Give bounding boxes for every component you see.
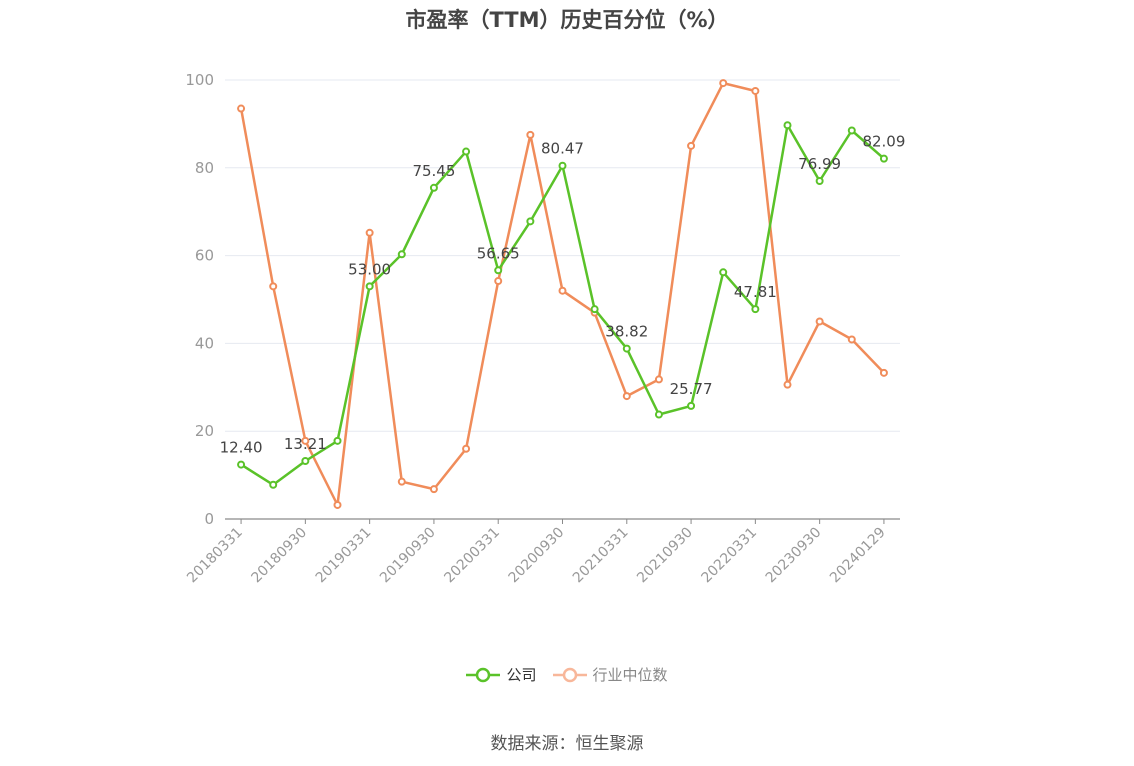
data-point-company (429, 183, 438, 192)
data-point-company (815, 177, 824, 186)
data-point-industry (365, 228, 374, 237)
data-point-company (590, 305, 599, 314)
y-tick-label: 100 (185, 71, 214, 89)
data-source: 数据来源：恒生聚源 (490, 734, 644, 754)
x-tick-label: 20190930 (377, 525, 439, 587)
data-label: 82.09 (862, 133, 905, 151)
grid-lines: 0 20 40 60 80 100 (185, 71, 900, 528)
data-point-company (237, 460, 246, 469)
y-tick-label: 60 (195, 247, 214, 265)
y-tick-label: 80 (195, 159, 214, 177)
data-point-company (783, 121, 792, 130)
chart-title: 市盈率（TTM）历史百分位（%） (405, 8, 729, 32)
data-point-company (333, 436, 342, 445)
x-tick-label: 20220331 (698, 525, 760, 587)
x-tick-label: 20230930 (763, 525, 825, 587)
data-point-company (558, 161, 567, 170)
data-point-company (494, 266, 503, 275)
data-label: 47.81 (734, 283, 777, 301)
data-point-industry (654, 375, 663, 384)
legend-label-company: 公司 (506, 666, 537, 684)
legend-item-industry[interactable]: 行业中位数 (552, 664, 668, 685)
data-label: 12.40 (220, 439, 263, 457)
data-point-company (719, 268, 728, 277)
data-label: 75.45 (412, 162, 455, 180)
x-tick-label: 20240129 (827, 525, 889, 587)
legend-item-company[interactable]: 公司 (466, 664, 537, 685)
data-point-industry (558, 286, 567, 295)
data-point-industry (815, 317, 824, 326)
data-label: 25.77 (670, 380, 713, 398)
data-point-company (462, 147, 471, 156)
data-point-company (654, 410, 663, 419)
data-point-company (687, 401, 696, 410)
x-tick-label: 20190331 (313, 525, 375, 587)
x-axis: 20180331 20180930 20190331 20190930 20200331… (184, 518, 900, 587)
data-point-company (847, 126, 856, 135)
data-point-company (365, 282, 374, 291)
data-point-industry (397, 477, 406, 486)
x-tick-label: 20210331 (570, 525, 632, 587)
legend-label-industry: 行业中位数 (592, 666, 668, 684)
data-point-industry (333, 500, 342, 509)
data-point-company (751, 305, 760, 314)
series-layer (237, 79, 888, 509)
y-tick-label: 0 (204, 510, 214, 528)
data-label: 56.65 (477, 244, 520, 262)
data-point-company (879, 154, 888, 163)
legend-industry-icon (552, 667, 587, 682)
data-label: 53.00 (348, 260, 391, 278)
y-tick-label: 20 (195, 422, 214, 440)
y-tick-label: 40 (195, 334, 214, 352)
data-label: 80.47 (541, 140, 584, 158)
data-point-company (269, 480, 278, 489)
data-point-company (526, 217, 535, 226)
data-point-industry (462, 444, 471, 453)
legend-company-icon (466, 667, 501, 682)
legend: 公司 行业中位数 (0, 664, 1134, 685)
data-point-industry (429, 485, 438, 494)
data-point-company (622, 344, 631, 353)
data-point-industry (719, 79, 728, 88)
data-point-industry (494, 277, 503, 286)
x-tick-label: 20210930 (634, 525, 696, 587)
data-label: 76.99 (798, 155, 841, 173)
data-point-company (397, 250, 406, 259)
data-point-company (301, 457, 310, 466)
data-label: 38.82 (605, 323, 648, 341)
x-tick-label: 20200930 (506, 525, 568, 587)
data-point-industry (526, 130, 535, 139)
data-point-industry (301, 436, 310, 445)
x-tick-label: 20180930 (248, 525, 310, 587)
data-point-industry (622, 392, 631, 401)
data-point-industry (783, 380, 792, 389)
data-point-industry (687, 141, 696, 150)
data-point-industry (847, 335, 856, 344)
data-point-industry (269, 282, 278, 291)
x-tick-label: 20200331 (441, 525, 503, 587)
data-point-industry (237, 104, 246, 113)
data-labels: 12.40 13.21 53.00 75.45 56.65 80.47 38.82 25.77… (220, 133, 906, 457)
data-point-industry (879, 368, 888, 377)
x-tick-label: 20180331 (184, 525, 246, 587)
data-point-industry (751, 86, 760, 95)
data-label: 13.21 (284, 435, 327, 453)
